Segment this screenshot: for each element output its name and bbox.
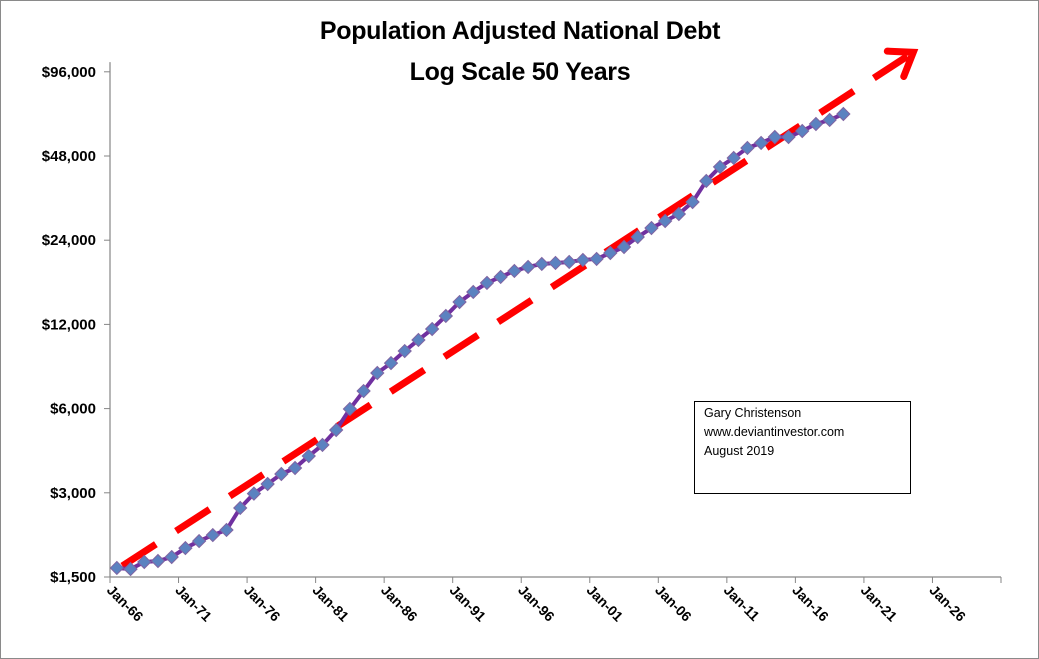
data-point <box>260 476 275 492</box>
data-point <box>671 206 687 222</box>
data-point <box>726 150 741 166</box>
x-tick-label: Jan-11 <box>721 582 763 624</box>
x-tick-label: Jan-06 <box>652 582 695 625</box>
data-point <box>205 527 221 543</box>
data-point <box>657 213 673 229</box>
data-point <box>356 383 371 399</box>
data-point <box>699 173 714 189</box>
x-tick-label: Jan-21 <box>858 582 901 625</box>
data-point <box>630 229 645 245</box>
data-point <box>589 251 604 267</box>
data-point <box>191 533 207 549</box>
x-tick-label: Jan-76 <box>241 582 284 625</box>
x-tick-label: Jan-96 <box>515 582 558 625</box>
data-point <box>342 401 358 417</box>
data-point <box>712 159 728 175</box>
data-point <box>520 259 536 275</box>
data-point <box>493 269 508 285</box>
data-point <box>822 112 837 128</box>
data-point <box>328 422 344 438</box>
data-point <box>424 321 440 337</box>
data-point <box>315 437 330 453</box>
y-tick-label: $24,000 <box>42 232 96 249</box>
data-point <box>150 553 166 569</box>
y-tick-label: $12,000 <box>42 316 96 333</box>
data-point <box>479 275 495 291</box>
data-point <box>233 500 248 516</box>
chart-subtitle: Log Scale 50 Years <box>410 58 631 86</box>
data-point <box>383 355 399 371</box>
data-point <box>137 554 152 570</box>
data-point <box>575 252 591 268</box>
data-point <box>123 561 138 577</box>
axes: $1,500 $3,000 $6,000 $12,000 $24,000 $48,000 $… <box>42 62 1002 625</box>
y-tick-label: $3,000 <box>50 485 96 502</box>
data-point <box>466 284 481 300</box>
data-point <box>452 294 467 310</box>
data-point <box>685 194 700 210</box>
attribution-box: Gary Christenson www.deviantinvestor.com… <box>694 401 911 494</box>
x-tick-label: Jan-86 <box>378 582 421 625</box>
data-point <box>781 129 796 145</box>
data-point <box>808 116 824 132</box>
data-point <box>164 549 179 565</box>
attribution-author: Gary Christenson <box>704 406 802 420</box>
data-point <box>507 263 522 279</box>
data-point <box>548 255 563 271</box>
series-line <box>116 112 845 572</box>
x-tick-label: Jan-71 <box>172 582 215 625</box>
y-tick-label: $96,000 <box>42 64 96 81</box>
data-point <box>287 460 303 476</box>
data-point <box>603 245 618 261</box>
data-point <box>562 254 577 270</box>
data-point <box>397 343 412 359</box>
data-point <box>740 140 755 156</box>
y-tick-label: $6,000 <box>50 401 96 418</box>
data-point <box>301 448 316 464</box>
data-point <box>109 560 125 576</box>
x-tick-label: Jan-26 <box>926 582 969 625</box>
data-point <box>219 522 234 538</box>
data-point <box>246 486 262 501</box>
data-point <box>767 129 783 145</box>
x-tick-label: Jan-66 <box>104 582 147 625</box>
data-point <box>644 220 659 236</box>
attribution-website: www.deviantinvestor.com <box>704 425 845 439</box>
x-tick-label: Jan-01 <box>584 582 627 625</box>
data-point <box>836 106 851 122</box>
data-point <box>178 540 193 556</box>
attribution-date: August 2019 <box>704 444 775 458</box>
trend-arrow-head <box>883 47 919 81</box>
data-point <box>274 466 289 482</box>
data-point <box>534 256 549 272</box>
data-point <box>795 123 810 139</box>
y-tick-label: $48,000 <box>42 148 96 165</box>
data-series <box>109 106 851 577</box>
data-point <box>370 365 385 381</box>
data-point <box>411 332 426 348</box>
x-tick-label: Jan-81 <box>309 582 352 625</box>
x-tick-label: Jan-91 <box>447 582 490 625</box>
data-point <box>753 135 769 151</box>
chart-title: Population Adjusted National Debt <box>320 17 721 45</box>
data-point <box>616 239 632 255</box>
y-tick-label: $1,500 <box>50 569 96 586</box>
data-point <box>438 308 454 324</box>
x-tick-label: Jan-16 <box>789 582 832 625</box>
